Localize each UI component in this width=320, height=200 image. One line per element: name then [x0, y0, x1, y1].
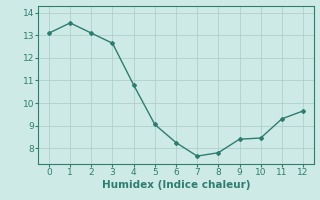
X-axis label: Humidex (Indice chaleur): Humidex (Indice chaleur)	[102, 180, 250, 190]
